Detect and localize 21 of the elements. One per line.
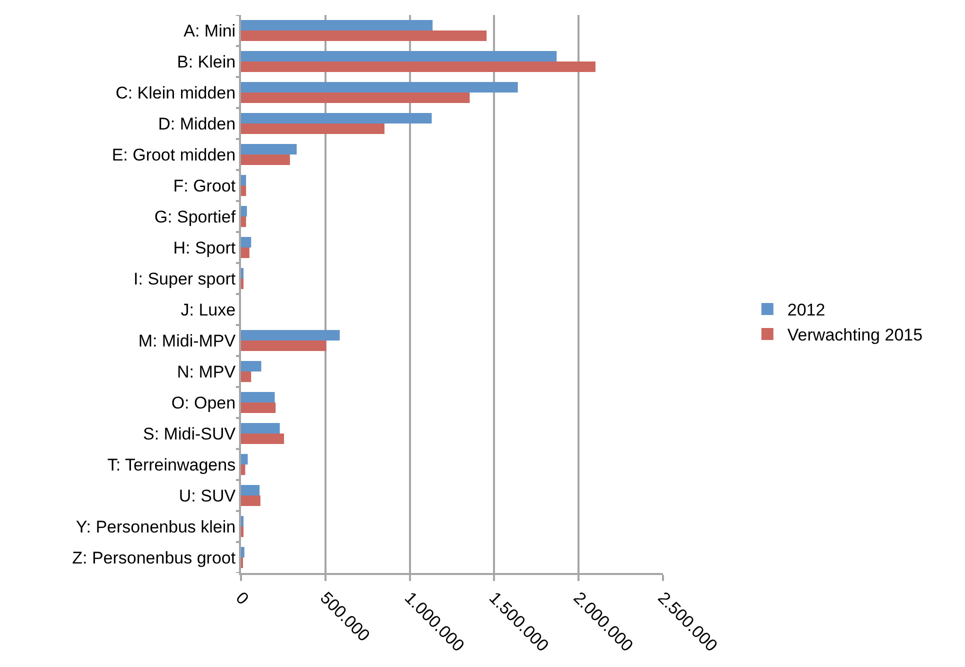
y-tick-label: C: Klein midden [116,83,236,102]
y-tick-label: E: Groot midden [112,145,236,164]
y-tick-label: M: Midi-MPV [138,331,236,350]
y-tick-label: Y: Personenbus klein [76,517,236,536]
x-tick-label: 0 [232,588,252,608]
y-tick-label: O: Open [171,393,236,412]
legend-label: 2012 [787,300,826,320]
y-tick-label: F: Groot [173,176,236,196]
y-tick-label: B: Klein [177,52,236,72]
y-tick-label: Z: Personenbus groot [72,548,236,568]
y-tick-label: T: Terreinwagens [107,455,236,474]
y-tick-label: N: MPV [177,362,236,382]
y-tick-label: J: Luxe [180,300,236,320]
y-tick-label: S: Midi-SUV [143,424,236,444]
y-tick-label: U: SUV [178,486,236,506]
y-tick-label: G: Sportief [154,207,236,226]
y-tick-label: I: Super sport [134,269,236,288]
y-tick-label: D: Midden [158,114,236,134]
y-tick-label: A: Mini [184,21,236,40]
legend-label: Verwachting 2015 [787,326,923,345]
y-tick-label: H: Sport [173,238,236,258]
